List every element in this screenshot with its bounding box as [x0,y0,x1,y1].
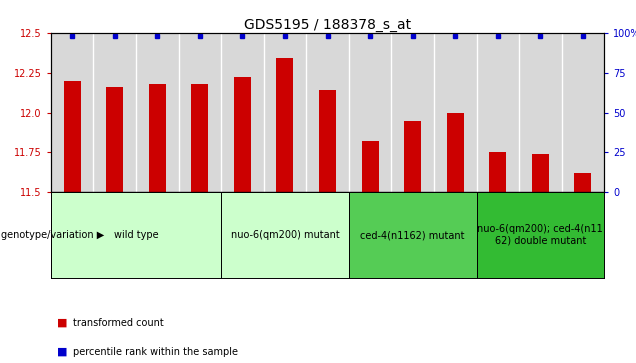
Bar [277,58,293,192]
Text: GSM1306009: GSM1306009 [536,192,545,248]
Text: GSM1305997: GSM1305997 [280,192,289,248]
Bar [349,33,391,192]
Bar [319,90,336,192]
Bar [221,33,264,192]
Text: ■: ■ [57,347,68,357]
Text: GSM1306002: GSM1306002 [366,192,375,248]
Text: GSM1306010: GSM1306010 [578,192,588,248]
Bar [221,192,349,278]
Bar [149,84,166,192]
Text: percentile rank within the sample: percentile rank within the sample [73,347,238,357]
Text: GSM1305989: GSM1305989 [67,192,77,248]
Text: ced-4(n1162) mutant: ced-4(n1162) mutant [361,230,465,240]
Bar [93,33,136,192]
Text: GSM1306004: GSM1306004 [451,192,460,248]
Bar [404,121,421,192]
Text: wild type: wild type [114,230,158,240]
Text: GSM1305990: GSM1305990 [110,192,119,248]
Bar [362,141,378,192]
Bar [476,192,604,278]
Title: GDS5195 / 188378_s_at: GDS5195 / 188378_s_at [244,18,411,32]
Bar [264,33,307,192]
Bar [476,33,519,192]
Bar [191,84,209,192]
Bar [64,81,81,192]
Text: GSM1305996: GSM1305996 [238,192,247,248]
Text: ■: ■ [57,318,68,328]
Bar [562,33,604,192]
Bar [532,154,549,192]
Bar [234,77,251,192]
Bar [136,33,179,192]
Text: GSM1305992: GSM1305992 [195,192,204,248]
Bar [434,33,476,192]
Bar [179,33,221,192]
Text: GSM1305991: GSM1305991 [153,192,162,248]
Bar [519,33,562,192]
Text: transformed count: transformed count [73,318,164,328]
Bar [106,87,123,192]
Text: GSM1306008: GSM1306008 [494,192,502,249]
Bar [489,152,506,192]
Text: genotype/variation ▶: genotype/variation ▶ [1,230,104,240]
Bar [51,33,93,192]
Bar [349,192,476,278]
Text: GSM1306003: GSM1306003 [408,192,417,249]
Text: nuo-6(qm200) mutant: nuo-6(qm200) mutant [231,230,340,240]
Bar [391,33,434,192]
Bar [51,192,221,278]
Text: nuo-6(qm200); ced-4(n11
62) double mutant: nuo-6(qm200); ced-4(n11 62) double mutan… [478,224,603,246]
Text: GSM1305998: GSM1305998 [323,192,332,248]
Bar [446,113,464,192]
Bar [307,33,349,192]
Bar [574,173,591,192]
